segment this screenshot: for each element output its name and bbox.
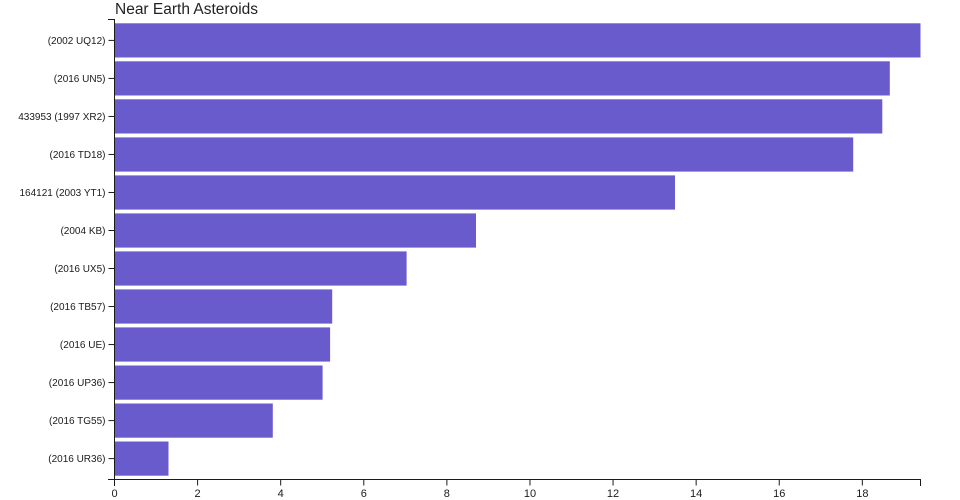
x-tick-label: 18 bbox=[856, 488, 868, 500]
x-tick-label: 6 bbox=[361, 488, 367, 500]
bar bbox=[115, 61, 890, 96]
bar bbox=[115, 403, 273, 438]
y-tick-label: (2016 UN5) bbox=[54, 74, 106, 85]
y-tick-label: (2016 UR36) bbox=[48, 454, 105, 465]
y-tick-label: (2016 TD18) bbox=[50, 150, 106, 161]
bar bbox=[115, 137, 854, 172]
bar bbox=[115, 289, 333, 324]
y-tick-label: 164121 (2003 YT1) bbox=[20, 188, 106, 199]
y-tick-label: (2004 KB) bbox=[60, 226, 105, 237]
x-tick-label: 12 bbox=[607, 488, 619, 500]
bar bbox=[115, 99, 883, 134]
y-tick-label: (2016 TB57) bbox=[50, 302, 105, 313]
y-tick-label: 433953 (1997 XR2) bbox=[18, 112, 105, 123]
x-tick-label: 8 bbox=[444, 488, 450, 500]
x-axis-line bbox=[114, 479, 921, 486]
chart-title: Near Earth Asteroids bbox=[115, 1, 259, 18]
y-tick-label: (2002 UQ12) bbox=[48, 36, 106, 47]
x-tick-label: 2 bbox=[195, 488, 201, 500]
bar bbox=[115, 441, 169, 476]
x-tick-label: 0 bbox=[111, 488, 117, 500]
x-tick-label: 4 bbox=[278, 488, 284, 500]
bar bbox=[115, 251, 407, 286]
bar bbox=[115, 365, 323, 400]
bar bbox=[115, 213, 476, 248]
x-tick-label: 14 bbox=[690, 488, 702, 500]
bar bbox=[115, 175, 675, 210]
bar bbox=[115, 327, 331, 362]
y-tick-label: (2016 TG55) bbox=[49, 416, 106, 427]
x-tick-label: 10 bbox=[524, 488, 536, 500]
x-tick-label: 16 bbox=[773, 488, 785, 500]
y-tick-label: (2016 UE) bbox=[60, 340, 106, 351]
y-tick-label: (2016 UX5) bbox=[54, 264, 105, 275]
y-tick-label: (2016 UP36) bbox=[49, 378, 106, 389]
y-axis-line bbox=[108, 19, 115, 480]
bar bbox=[115, 23, 921, 58]
